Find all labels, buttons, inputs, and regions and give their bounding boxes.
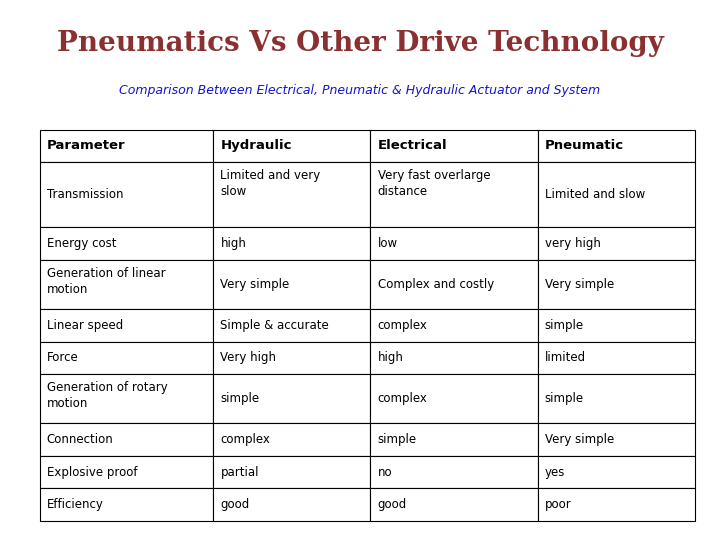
Bar xyxy=(213,162,371,227)
Text: complex: complex xyxy=(378,319,428,332)
Text: Limited and very
slow: Limited and very slow xyxy=(220,168,320,198)
Text: simple: simple xyxy=(220,392,259,405)
Bar xyxy=(371,130,538,162)
Bar xyxy=(371,423,538,456)
Text: limited: limited xyxy=(545,352,586,365)
Bar xyxy=(40,130,213,162)
Text: Comparison Between Electrical, Pneumatic & Hydraulic Actuator and System: Comparison Between Electrical, Pneumatic… xyxy=(120,84,600,97)
Bar xyxy=(213,423,371,456)
Text: complex: complex xyxy=(378,392,428,405)
Bar xyxy=(371,162,538,227)
Text: Pneumatic: Pneumatic xyxy=(545,139,624,152)
Bar xyxy=(371,260,538,309)
Text: Parameter: Parameter xyxy=(47,139,125,152)
Bar xyxy=(538,130,695,162)
Bar xyxy=(40,260,213,309)
Bar xyxy=(213,227,371,260)
Text: high: high xyxy=(220,237,246,250)
Text: yes: yes xyxy=(545,465,565,478)
Text: Generation of linear
motion: Generation of linear motion xyxy=(47,267,166,295)
Text: high: high xyxy=(378,352,403,365)
Bar xyxy=(538,309,695,342)
Bar xyxy=(371,456,538,489)
Text: poor: poor xyxy=(545,498,572,511)
Bar xyxy=(538,456,695,489)
Text: very high: very high xyxy=(545,237,600,250)
Text: simple: simple xyxy=(378,433,417,446)
Text: Hydraulic: Hydraulic xyxy=(220,139,292,152)
Bar xyxy=(538,489,695,521)
Text: Very simple: Very simple xyxy=(220,278,289,291)
Text: Simple & accurate: Simple & accurate xyxy=(220,319,329,332)
Text: simple: simple xyxy=(545,392,584,405)
Text: Pneumatics Vs Other Drive Technology: Pneumatics Vs Other Drive Technology xyxy=(57,30,663,57)
Text: complex: complex xyxy=(220,433,270,446)
Bar xyxy=(40,227,213,260)
Bar xyxy=(538,342,695,374)
Bar xyxy=(371,227,538,260)
Text: Force: Force xyxy=(47,352,78,365)
Text: Very simple: Very simple xyxy=(545,278,614,291)
Bar xyxy=(371,489,538,521)
Bar xyxy=(40,423,213,456)
Bar xyxy=(538,423,695,456)
Bar xyxy=(371,374,538,423)
Text: Very fast overlarge
distance: Very fast overlarge distance xyxy=(378,168,490,198)
Bar xyxy=(213,309,371,342)
Bar xyxy=(213,489,371,521)
Bar xyxy=(40,489,213,521)
Text: Very high: Very high xyxy=(220,352,276,365)
Text: Complex and costly: Complex and costly xyxy=(378,278,494,291)
Bar xyxy=(371,309,538,342)
Text: Energy cost: Energy cost xyxy=(47,237,117,250)
Bar xyxy=(40,456,213,489)
Bar xyxy=(40,162,213,227)
Text: Connection: Connection xyxy=(47,433,114,446)
Bar xyxy=(213,260,371,309)
Bar xyxy=(371,342,538,374)
Text: Electrical: Electrical xyxy=(378,139,447,152)
Bar xyxy=(213,130,371,162)
Text: simple: simple xyxy=(545,319,584,332)
Bar xyxy=(538,162,695,227)
Text: Efficiency: Efficiency xyxy=(47,498,104,511)
Bar xyxy=(538,374,695,423)
Text: Linear speed: Linear speed xyxy=(47,319,123,332)
Bar xyxy=(40,309,213,342)
Text: Limited and slow: Limited and slow xyxy=(545,188,645,201)
Bar xyxy=(538,227,695,260)
Bar xyxy=(213,456,371,489)
Text: Generation of rotary
motion: Generation of rotary motion xyxy=(47,381,168,410)
Text: good: good xyxy=(378,498,407,511)
Text: Very simple: Very simple xyxy=(545,433,614,446)
Text: partial: partial xyxy=(220,465,259,478)
Text: Explosive proof: Explosive proof xyxy=(47,465,138,478)
Text: low: low xyxy=(378,237,398,250)
Bar xyxy=(40,342,213,374)
Bar xyxy=(538,260,695,309)
Text: no: no xyxy=(378,465,392,478)
Text: Transmission: Transmission xyxy=(47,188,123,201)
Bar xyxy=(213,342,371,374)
Text: good: good xyxy=(220,498,250,511)
Bar xyxy=(213,374,371,423)
Bar xyxy=(40,374,213,423)
